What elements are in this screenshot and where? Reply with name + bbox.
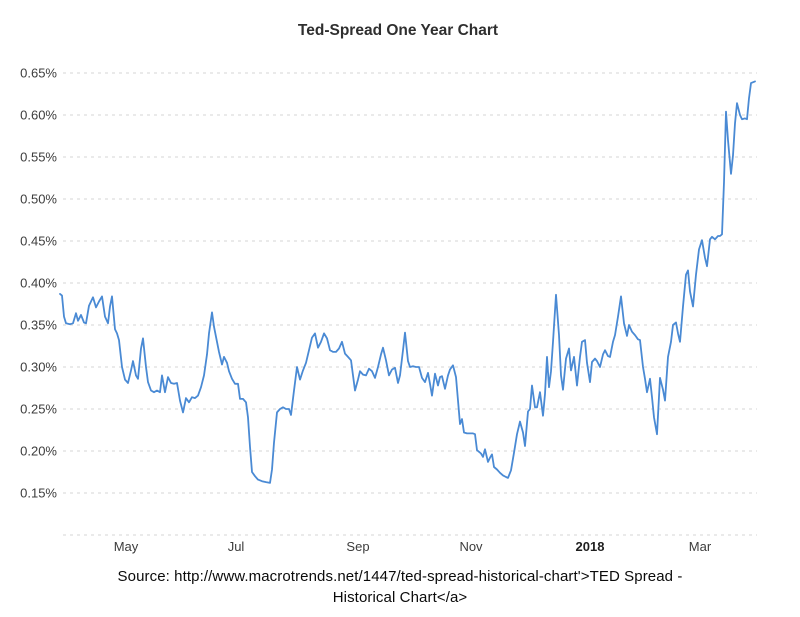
y-tick-label: 0.15%: [20, 486, 57, 501]
chart-title: Ted-Spread One Year Chart: [298, 22, 498, 39]
y-tick-label: 0.65%: [20, 66, 57, 81]
source-text: Source: http://www.macrotrends.net/1447/…: [0, 566, 800, 608]
x-axis-labels: May Jul Sep Nov 2018 Mar: [114, 539, 712, 554]
x-tick-label: Nov: [459, 539, 483, 554]
x-tick-label: Jul: [228, 539, 245, 554]
source-line-1: Source: http://www.macrotrends.net/1447/…: [117, 568, 683, 585]
y-axis-labels: 0.65% 0.60% 0.55% 0.50% 0.45% 0.40% 0.35% 0.30%…: [20, 66, 57, 501]
y-tick-label: 0.35%: [20, 318, 57, 333]
ted-spread-line-series: [59, 80, 756, 484]
x-tick-label: Sep: [346, 539, 369, 554]
y-tick-label: 0.25%: [20, 402, 57, 417]
y-tick-label: 0.60%: [20, 108, 57, 123]
y-tick-label: 0.50%: [20, 192, 57, 207]
y-tick-label: 0.20%: [20, 444, 57, 459]
y-tick-label: 0.55%: [20, 150, 57, 165]
x-tick-label: Mar: [689, 539, 712, 554]
y-tick-label: 0.40%: [20, 276, 57, 291]
ted-spread-line: [59, 80, 756, 484]
y-tick-label: 0.30%: [20, 360, 57, 375]
y-tick-label: 0.45%: [20, 234, 57, 249]
source-line-2: Historical Chart</a>: [332, 589, 468, 606]
ted-spread-chart: Ted-Spread One Year Chart 0.65% 0.60% 0.55…: [20, 22, 757, 554]
x-tick-label: 2018: [576, 539, 605, 554]
x-tick-label: May: [114, 539, 139, 554]
gridlines: [63, 72, 757, 536]
